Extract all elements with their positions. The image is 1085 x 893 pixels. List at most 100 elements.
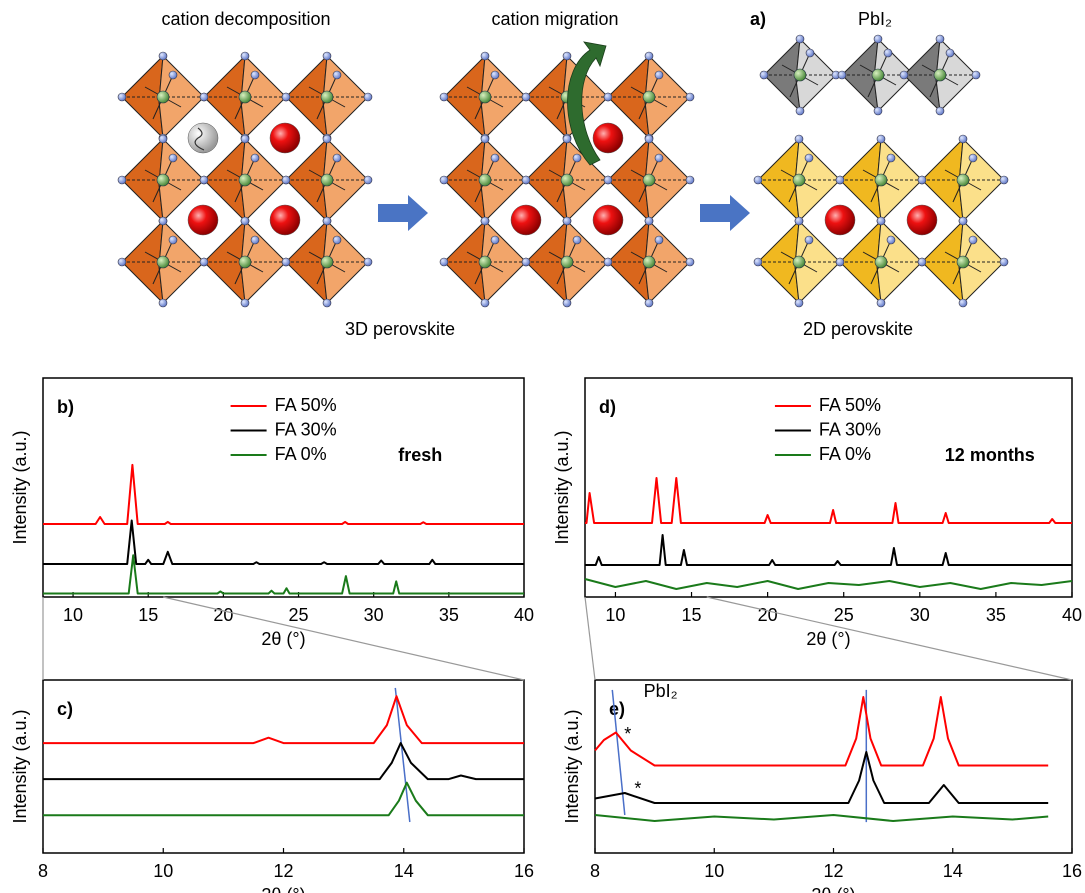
lead (320, 173, 334, 187)
x-tick-label: 25 (289, 605, 309, 625)
iodide (945, 48, 955, 58)
iodide (281, 175, 291, 185)
iodide (521, 257, 531, 267)
legend-label: FA 0% (819, 444, 871, 464)
xrd-trace (584, 578, 1073, 590)
octahedron (603, 51, 695, 143)
lead (478, 255, 492, 269)
iodide (168, 235, 178, 245)
iodide (935, 106, 945, 116)
structure-label: 3D perovskite (345, 319, 455, 339)
x-axis-label: 2θ (°) (811, 885, 855, 893)
iodide (240, 51, 250, 61)
annotation: 12 months (945, 445, 1035, 465)
lead (642, 255, 656, 269)
iodide (603, 175, 613, 185)
panel-label: c) (57, 699, 73, 719)
x-tick-label: 16 (514, 861, 534, 881)
iodide (835, 257, 845, 267)
octahedron (199, 134, 291, 226)
x-tick-label: 35 (986, 605, 1006, 625)
plot-frame (42, 377, 525, 598)
iodide (158, 51, 168, 61)
lead (956, 255, 970, 269)
iodide (199, 175, 209, 185)
iodide (935, 34, 945, 44)
x-tick-label: 8 (590, 861, 600, 881)
iodide (685, 257, 695, 267)
iodide (886, 153, 896, 163)
iodide (999, 175, 1009, 185)
iodide (794, 216, 804, 226)
iodide (968, 235, 978, 245)
legend-label: FA 50% (275, 395, 337, 415)
lead (792, 255, 806, 269)
lead (238, 173, 252, 187)
lead (320, 90, 334, 104)
iodide (490, 70, 500, 80)
lead (238, 90, 252, 104)
octahedron (753, 216, 845, 308)
xrd-trace (594, 751, 1049, 804)
iodide (958, 134, 968, 144)
panel-label: a) (750, 9, 766, 29)
legend-label: FA 50% (819, 395, 881, 415)
iodide (876, 134, 886, 144)
iodide (685, 92, 695, 102)
iodide (281, 92, 291, 102)
x-tick-label: 12 (273, 861, 293, 881)
iodide (644, 216, 654, 226)
x-tick-label: 35 (439, 605, 459, 625)
iodide (250, 235, 260, 245)
iodide (876, 298, 886, 308)
plot-frame (42, 679, 525, 854)
iodide (117, 92, 127, 102)
legend-label: FA 0% (275, 444, 327, 464)
iodide (794, 134, 804, 144)
step-label: cation decomposition (161, 9, 330, 29)
lead (320, 255, 334, 269)
panel-label: e) (609, 699, 625, 719)
iodide (332, 235, 342, 245)
octahedron (281, 216, 373, 308)
y-axis-label: Intensity (a.u.) (552, 430, 572, 544)
lead (642, 173, 656, 187)
iodide (572, 235, 582, 245)
product-label: PbI₂ (858, 9, 892, 29)
iodide (439, 92, 449, 102)
iodide (759, 70, 769, 80)
octahedron (603, 216, 695, 308)
iodide (958, 216, 968, 226)
lead (956, 173, 970, 187)
iodide (644, 51, 654, 61)
cation (592, 122, 624, 154)
iodide (562, 216, 572, 226)
lead (793, 68, 807, 82)
x-tick-label: 40 (514, 605, 534, 625)
iodide (685, 175, 695, 185)
lead (560, 255, 574, 269)
lead (874, 255, 888, 269)
iodide (873, 34, 883, 44)
lead (238, 255, 252, 269)
iodide (654, 235, 664, 245)
iodide (917, 175, 927, 185)
iodide (804, 153, 814, 163)
x-tick-label: 30 (364, 605, 384, 625)
iodide (332, 153, 342, 163)
zoom-connector (706, 596, 1073, 681)
iodide (886, 235, 896, 245)
x-axis-label: 2θ (°) (261, 629, 305, 649)
cation (824, 204, 856, 236)
x-tick-label: 14 (394, 861, 414, 881)
octahedron (117, 216, 209, 308)
iodide (837, 70, 847, 80)
cation (269, 122, 301, 154)
iodide (240, 216, 250, 226)
iodide (158, 134, 168, 144)
iodide (250, 153, 260, 163)
x-axis-label: 2θ (°) (806, 629, 850, 649)
iodide (873, 106, 883, 116)
iodide (753, 175, 763, 185)
